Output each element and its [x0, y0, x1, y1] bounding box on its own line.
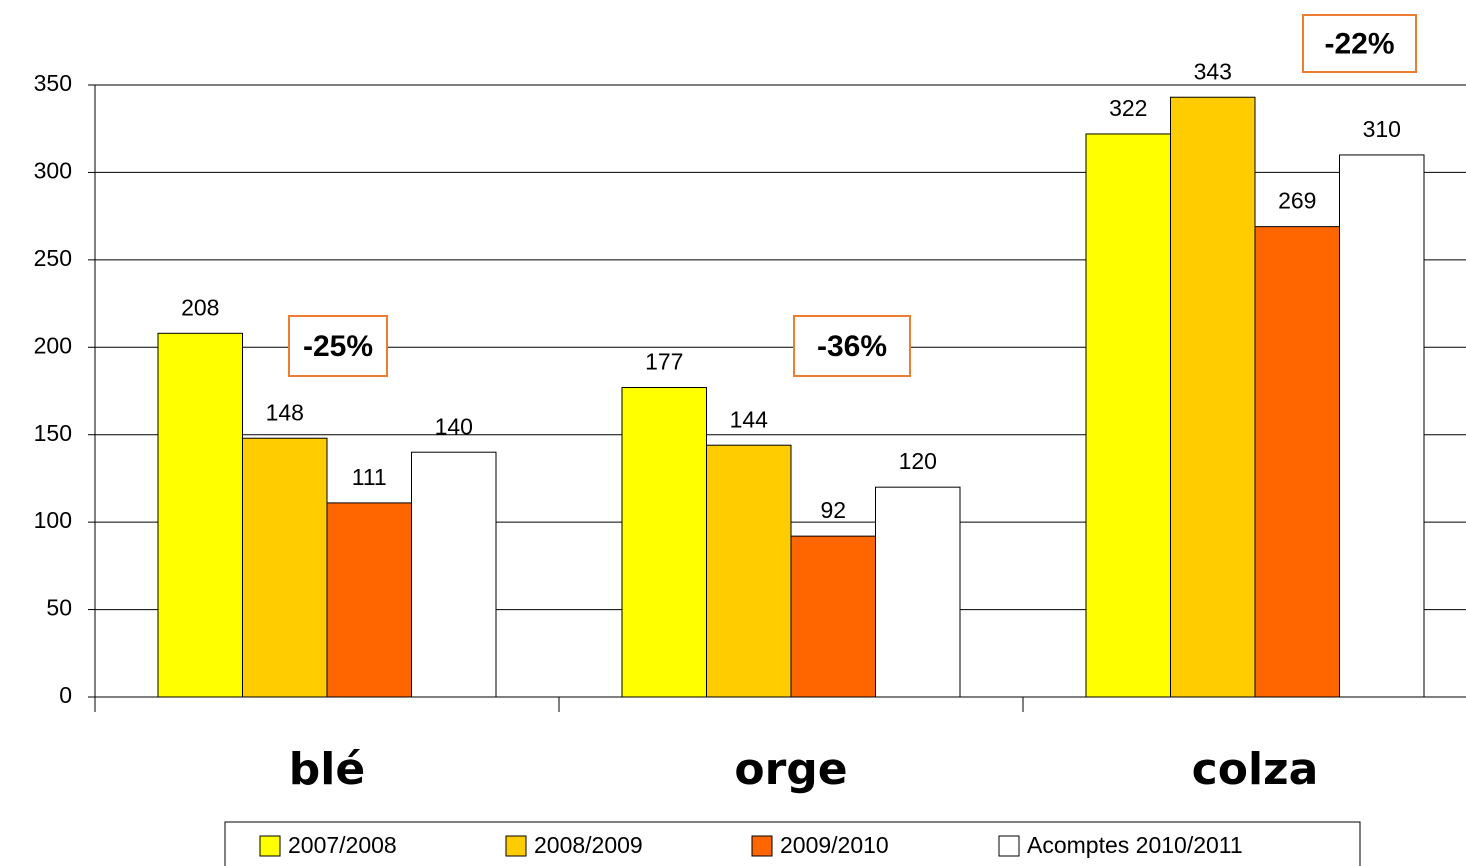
data-label: 111: [352, 464, 387, 490]
category-label: colza: [1192, 744, 1319, 795]
data-label: 343: [1194, 58, 1232, 84]
bar: [1085, 133, 1171, 698]
y-tick-label: 50: [46, 595, 72, 621]
data-label: 120: [899, 448, 937, 474]
annotation: -36%: [817, 330, 887, 363]
y-tick-label: 150: [34, 420, 72, 446]
category-label: blé: [289, 744, 365, 795]
bar: [1170, 96, 1256, 698]
legend-label: 2007/2008: [288, 832, 397, 858]
annotation: -25%: [303, 330, 373, 363]
legend-label: Acomptes 2010/2011: [1027, 832, 1243, 858]
annotation-box: [288, 315, 388, 377]
data-label: 144: [730, 406, 769, 432]
data-label: 177: [645, 349, 683, 375]
data-label: 208: [181, 294, 219, 320]
bar: [621, 387, 707, 698]
y-tick-label: 100: [34, 507, 72, 533]
y-tick-label: 300: [34, 158, 72, 184]
bar: [242, 437, 328, 698]
bar: [706, 444, 792, 698]
bar: [411, 451, 497, 698]
y-tick-label: 200: [34, 332, 72, 358]
legend-swatch: [505, 835, 527, 857]
data-label: 92: [820, 497, 846, 523]
bar: [790, 535, 876, 698]
data-label: 322: [1109, 95, 1147, 121]
bar: [1339, 154, 1425, 698]
legend-swatch: [751, 835, 773, 857]
data-label: 140: [435, 413, 473, 439]
data-label: 310: [1363, 116, 1401, 142]
y-tick-label: 250: [34, 245, 72, 271]
bar: [875, 486, 961, 698]
annotation: -22%: [1324, 27, 1394, 60]
bar: [157, 332, 243, 698]
annotation-box: [1302, 14, 1417, 73]
category-label: orge: [734, 744, 847, 795]
y-tick-label: 350: [34, 70, 72, 96]
legend-label: 2009/2010: [780, 832, 889, 858]
data-label: 148: [266, 399, 304, 425]
legend: [224, 821, 1361, 866]
legend-swatch: [998, 835, 1020, 857]
data-label: 269: [1278, 188, 1316, 214]
bar: [1254, 226, 1340, 698]
y-tick-label: 0: [59, 682, 72, 708]
annotation-box: [793, 315, 911, 377]
bar: [326, 502, 412, 698]
legend-label: 2008/2009: [534, 832, 643, 858]
legend-swatch: [259, 835, 281, 857]
